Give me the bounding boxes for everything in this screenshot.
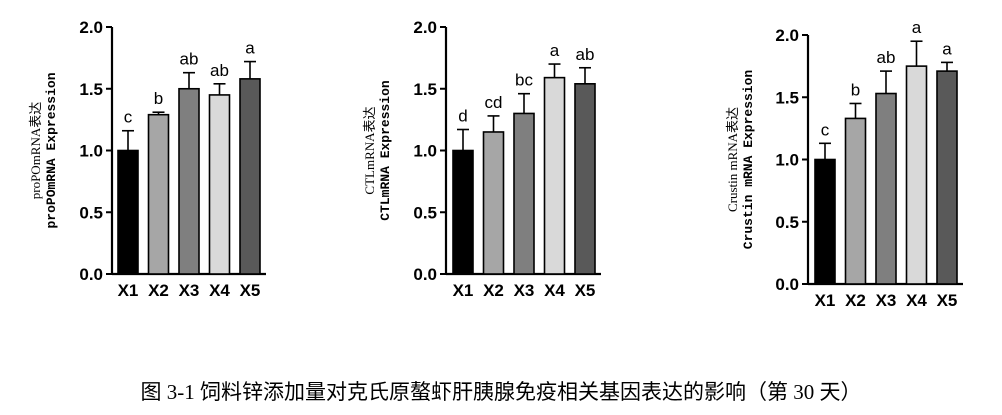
category-label: X3 xyxy=(514,281,535,300)
significance-label: ab xyxy=(877,48,896,67)
bar-x4 xyxy=(210,95,230,274)
y-tick-label: 1.5 xyxy=(413,80,437,99)
significance-label: ab xyxy=(210,61,229,80)
bar-x3 xyxy=(514,113,534,274)
significance-label: a xyxy=(942,39,952,58)
y-axis-label-en: CTLmRNA Expression xyxy=(378,80,393,221)
bar-x5 xyxy=(937,71,957,284)
bar-x2 xyxy=(846,118,866,284)
y-tick-label: 0.5 xyxy=(775,213,799,232)
significance-label: cd xyxy=(485,93,503,112)
category-label: X4 xyxy=(544,281,565,300)
y-axis-label-cn: CTLmRNA表达 xyxy=(362,106,377,194)
y-tick-label: 1.0 xyxy=(79,142,103,161)
significance-label: a xyxy=(912,18,922,37)
y-tick-label: 0.0 xyxy=(775,275,799,294)
y-axis-label-en: proPOmRNA Expression xyxy=(44,72,59,228)
significance-label: ab xyxy=(180,50,199,69)
bar-x5 xyxy=(575,84,595,274)
bar-x1 xyxy=(453,151,473,275)
category-label: X5 xyxy=(575,281,596,300)
bar-x1 xyxy=(118,151,138,275)
figure-caption: 图 3-1 饲料锌添加量对克氏原螯虾肝胰腺免疫相关基因表达的影响（第 30 天） xyxy=(0,376,1002,406)
category-label: X5 xyxy=(240,281,261,300)
category-label: X4 xyxy=(209,281,230,300)
bar-x1 xyxy=(815,160,835,285)
category-label: X1 xyxy=(453,281,474,300)
y-tick-label: 1.0 xyxy=(413,142,437,161)
significance-label: a xyxy=(245,39,255,58)
category-label: X5 xyxy=(937,291,958,310)
bar-x4 xyxy=(545,78,565,274)
category-label: X2 xyxy=(483,281,504,300)
y-tick-label: 0.5 xyxy=(79,203,103,222)
y-tick-label: 1.5 xyxy=(79,80,103,99)
y-tick-label: 1.0 xyxy=(775,151,799,170)
y-tick-label: 2.0 xyxy=(413,18,437,37)
bar-x2 xyxy=(484,132,504,274)
chart-panel-3: 0.0 0.5 1.0 1.5 2.0 c X1 b X2 ab X3 a X4 a X5 Crustin m… xyxy=(725,18,963,310)
category-label: X3 xyxy=(876,291,897,310)
bar-x3 xyxy=(876,94,896,284)
y-axis-label-cn: Crustin mRNA表达 xyxy=(725,107,740,212)
significance-label: bc xyxy=(515,71,533,90)
significance-label: d xyxy=(458,107,467,126)
category-label: X2 xyxy=(845,291,866,310)
category-label: X4 xyxy=(906,291,927,310)
significance-label: c xyxy=(124,108,133,127)
y-tick-label: 0.0 xyxy=(79,265,103,284)
y-tick-label: 0.5 xyxy=(413,203,437,222)
category-label: X2 xyxy=(148,281,169,300)
significance-label: b xyxy=(154,89,163,108)
y-axis-label-cn: proPOmRNA表达 xyxy=(28,102,43,200)
significance-label: ab xyxy=(576,45,595,64)
y-tick-label: 2.0 xyxy=(775,26,799,45)
bar-x3 xyxy=(179,89,199,274)
bar-x4 xyxy=(907,66,927,284)
y-tick-label: 2.0 xyxy=(79,18,103,37)
y-tick-label: 0.0 xyxy=(413,265,437,284)
category-label: X1 xyxy=(118,281,139,300)
y-axis-label-en: Crustin mRNA Expression xyxy=(741,70,756,250)
category-label: X3 xyxy=(179,281,200,300)
bar-x2 xyxy=(149,115,169,274)
chart-panel-2: 0.0 0.5 1.0 1.5 2.0 d X1 cd X2 bc X3 a X4 ab X5 CTLmRNA… xyxy=(362,18,601,300)
bar-x5 xyxy=(240,79,260,274)
y-tick-label: 1.5 xyxy=(775,88,799,107)
category-label: X1 xyxy=(815,291,836,310)
significance-label: a xyxy=(550,41,560,60)
significance-label: b xyxy=(851,80,860,99)
chart-panel-1: 0.0 0.5 1.0 1.5 2.0 c X1 b X2 ab X3 ab X4 a X5 proPOmRN… xyxy=(28,18,266,300)
significance-label: c xyxy=(821,120,830,139)
